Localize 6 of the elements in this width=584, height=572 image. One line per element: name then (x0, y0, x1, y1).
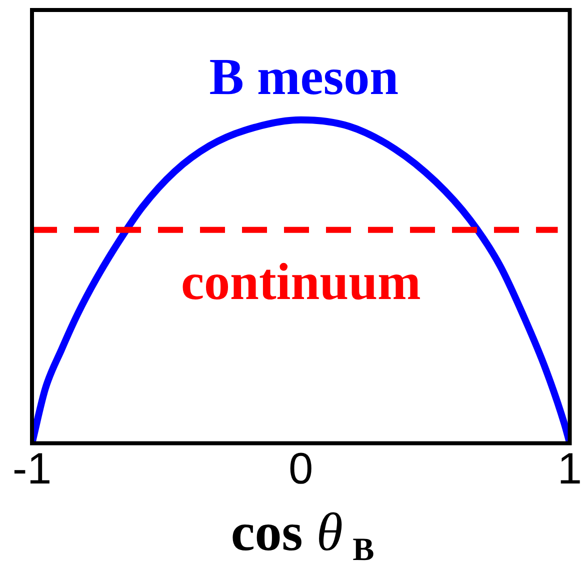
x-axis-title: cos θ$_{B}$ (230, 502, 376, 568)
x-tick-label: 0 (288, 444, 314, 494)
x-tick-label: -1 (12, 444, 52, 494)
ref-line-label: continuum (180, 254, 421, 311)
series-label: B meson (209, 48, 399, 106)
x-tick-label: 1 (558, 444, 582, 494)
